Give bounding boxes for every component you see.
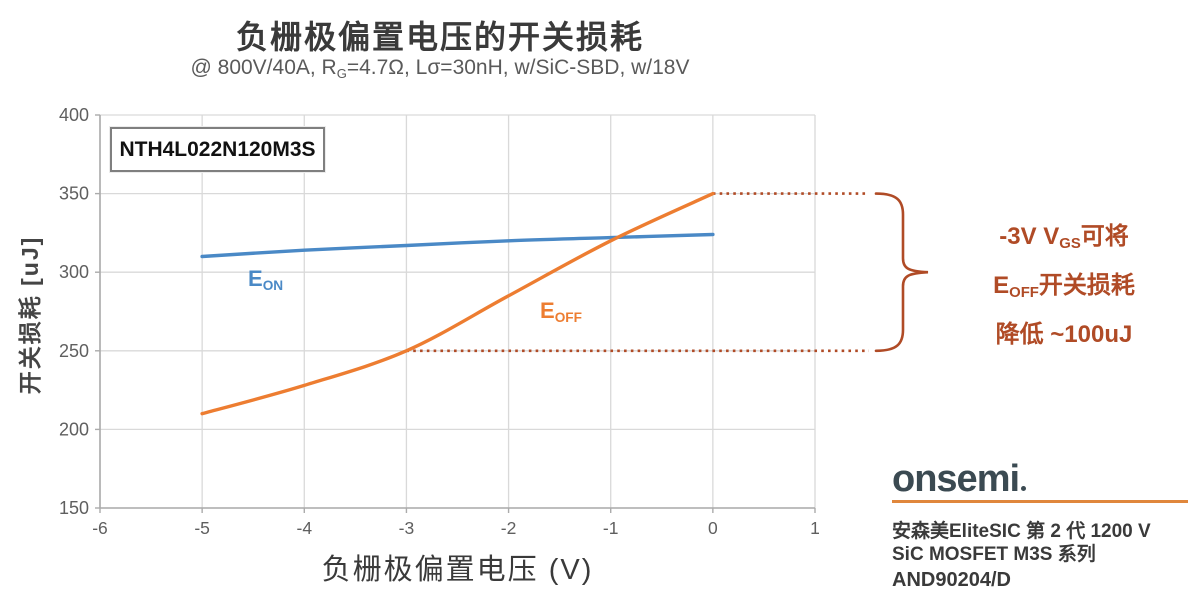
subtitle-text-right: =4.7Ω, Lσ=30nH, w/SiC-SBD, w/18V: [346, 56, 690, 79]
onsemi-logo: onsemi: [892, 458, 1027, 501]
y-tick-label: 300: [59, 262, 89, 282]
series-curve-e-on: [200, 232, 715, 259]
brace-icon: [874, 192, 929, 353]
eon-label-sub: ON: [262, 277, 284, 293]
y-tick-label: 400: [59, 105, 89, 125]
x-tick-label: 1: [810, 518, 820, 538]
x-tick-label: 0: [708, 518, 718, 538]
annotation-l1-text: -3V V: [999, 223, 1060, 250]
annotation-line-3: 降低 ~100uJ: [995, 321, 1133, 348]
x-tick-label: -1: [603, 518, 619, 538]
annotation-l1-tail: 可将: [1080, 223, 1129, 250]
y-tick-label: 250: [59, 341, 89, 361]
y-tick-label: 150: [59, 498, 89, 518]
x-tick-label: -2: [501, 518, 517, 538]
subtitle-text-left: @ 800V/40A, R: [190, 56, 337, 79]
x-tick-label: -4: [297, 518, 313, 538]
subtitle-subscript-g: G: [336, 65, 347, 81]
y-axis-title: 开关损耗 [uJ]: [17, 235, 43, 395]
eoff-label-main: E: [540, 298, 555, 323]
footer-series-line-1: 安森美EliteSIC 第 2 代 1200 V: [892, 521, 1151, 542]
footer-series-line-2: SiC MOSFET M3S 系列: [892, 544, 1096, 565]
trademark-dot-icon: [1021, 486, 1027, 491]
footer-doc-number: AND90204/D: [892, 569, 1011, 591]
device-label: NTH4L022N120M3S: [119, 137, 316, 161]
annotation-line-1: -3V VGS可将: [948, 214, 1180, 263]
annotation-l2-tail: 开关损耗: [1038, 272, 1135, 299]
eon-label-main: E: [248, 266, 263, 291]
onsemi-wordmark: onsemi: [892, 458, 1020, 500]
annotation-text: -3V VGS可将 EOFF开关损耗 降低 ~100uJ: [948, 214, 1180, 357]
chart-title: 负栅极偏置电压的开关损耗: [235, 19, 644, 55]
x-tick-label: -6: [92, 518, 108, 538]
series-label-eoff: EOFF: [540, 298, 582, 325]
series-label-eon: EON: [248, 266, 284, 293]
x-tick-label: -5: [194, 518, 210, 538]
annotation-l2-text: E: [993, 272, 1010, 299]
device-label-box: NTH4L022N120M3S: [110, 127, 325, 172]
annotation-line-2: EOFF开关损耗: [948, 263, 1180, 312]
annotation-l2-subscript: OFF: [1009, 285, 1039, 302]
annotation-l1-subscript: GS: [1059, 236, 1081, 253]
eoff-label-sub: OFF: [554, 309, 582, 325]
x-axis-title: 负栅极偏置电压 (V): [321, 554, 594, 586]
x-tick-label: -3: [399, 518, 415, 538]
series-curve-e-off: [200, 191, 715, 416]
y-tick-label: 200: [59, 419, 89, 439]
brand-divider: [892, 500, 1188, 503]
y-tick-label: 350: [59, 184, 89, 204]
chart-subtitle: @ 800V/40A, RG=4.7Ω, Lσ=30nH, w/SiC-SBD,…: [0, 56, 880, 81]
